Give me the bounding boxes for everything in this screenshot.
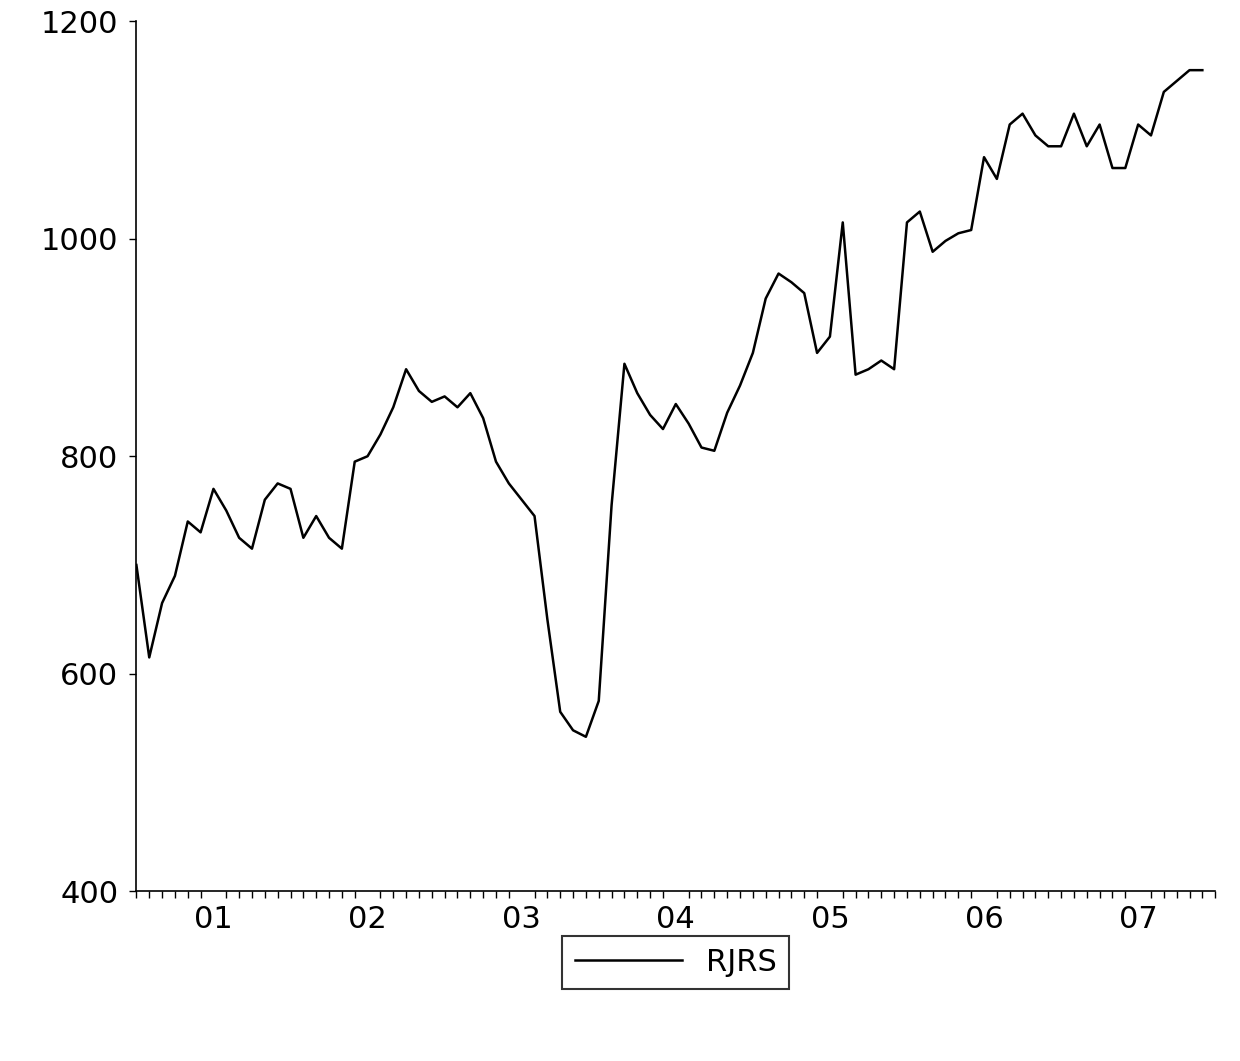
- Legend: RJRS: RJRS: [563, 936, 789, 989]
